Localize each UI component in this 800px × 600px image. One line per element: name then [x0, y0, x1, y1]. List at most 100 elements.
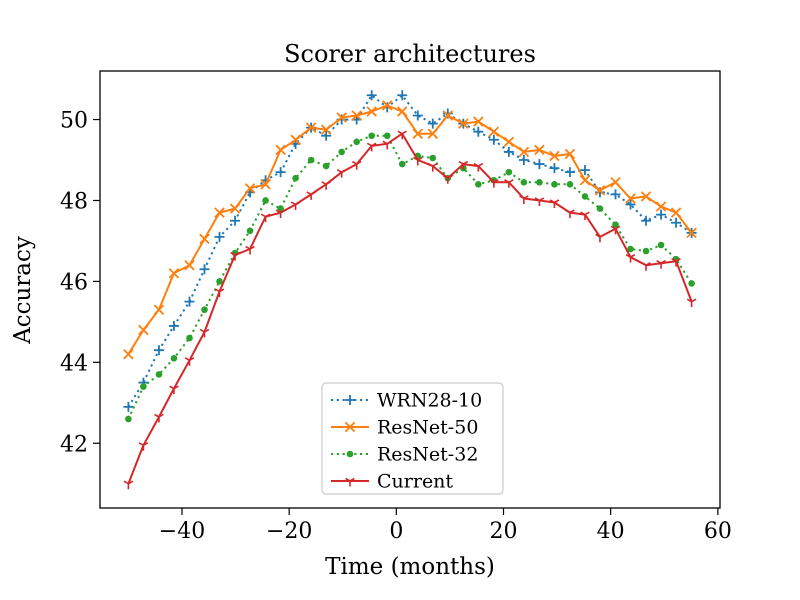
tri-down-marker-icon [504, 179, 514, 188]
tri-down-marker-icon [489, 179, 499, 188]
dot-marker-icon [262, 197, 269, 204]
legend-label: WRN28-10 [377, 390, 482, 412]
x-marker-icon [534, 144, 545, 156]
dot-marker-icon [536, 178, 543, 186]
plus-marker-icon [321, 130, 332, 141]
x-marker-icon [168, 268, 180, 279]
dot-marker-icon [688, 280, 695, 287]
plus-marker-icon [656, 209, 667, 220]
legend-item: ResNet-50 [331, 417, 478, 439]
x-tick-label: 60 [704, 519, 732, 544]
x-marker-icon [351, 110, 362, 121]
tri-down-marker-icon [245, 245, 255, 255]
dot-marker-icon [596, 205, 604, 212]
dot-marker-icon [520, 178, 528, 186]
tri-down-marker-icon [549, 199, 560, 209]
x-tick-label: 40 [597, 519, 625, 544]
plus-marker-icon [518, 155, 529, 166]
series-resnet-32 [125, 132, 695, 423]
tri-down-marker-icon [199, 328, 210, 338]
dot-marker-icon [642, 247, 650, 255]
dot-marker-icon [353, 138, 360, 146]
plus-marker-icon [671, 217, 682, 228]
x-marker-icon [381, 100, 393, 111]
plus-marker-icon [345, 395, 355, 405]
dot-marker-icon [307, 156, 315, 164]
x-marker-icon [625, 193, 636, 204]
dot-marker-icon [125, 415, 132, 423]
tri-down-marker-icon [290, 201, 301, 211]
x-tick-label: −20 [266, 519, 312, 544]
tri-down-marker-icon [580, 211, 590, 221]
tri-down-marker-icon [625, 253, 636, 263]
plus-marker-icon [534, 159, 545, 170]
dot-marker-icon [292, 174, 299, 182]
x-marker-icon [275, 144, 286, 156]
tri-down-marker-icon [397, 130, 408, 140]
plus-marker-icon [473, 126, 484, 137]
dot-marker-icon [551, 180, 558, 188]
plus-marker-icon [503, 146, 514, 157]
x-marker-icon [427, 128, 439, 139]
x-marker-icon [123, 349, 134, 360]
plus-marker-icon [610, 189, 621, 200]
x-marker-icon [229, 203, 241, 214]
tri-down-marker-icon [230, 251, 240, 261]
x-tick-label: −40 [159, 519, 205, 544]
x-marker-icon [610, 177, 621, 188]
tri-down-marker-icon [154, 413, 164, 423]
x-marker-icon [320, 124, 332, 135]
x-marker-icon [305, 122, 317, 133]
x-marker-icon [290, 134, 301, 146]
tri-down-marker-icon [595, 233, 605, 243]
tri-down-marker-icon [641, 262, 651, 271]
x-marker-icon [458, 118, 469, 129]
x-marker-icon [442, 110, 454, 121]
tri-down-marker-icon [214, 288, 225, 298]
plus-marker-icon [275, 167, 286, 178]
x-marker-icon [518, 146, 530, 158]
plus-marker-icon [564, 167, 575, 178]
y-axis-label: Accuracy [10, 236, 36, 345]
plus-marker-icon [594, 187, 605, 198]
plus-marker-icon [579, 165, 590, 176]
tri-down-marker-icon [351, 160, 362, 170]
dot-marker-icon [505, 168, 513, 176]
tri-down-marker-icon [458, 160, 469, 170]
dot-marker-icon [140, 383, 147, 390]
plus-marker-icon [199, 264, 210, 275]
tri-down-marker-icon [519, 195, 529, 204]
tri-down-marker-icon [169, 385, 179, 395]
series-resnet-50 [123, 100, 697, 360]
tri-down-marker-icon [275, 209, 286, 219]
dot-marker-icon [581, 193, 589, 200]
tri-down-marker-icon [382, 140, 393, 150]
legend-item: Current [331, 471, 453, 493]
x-marker-icon [564, 148, 576, 160]
x-tick-label: 20 [490, 519, 518, 544]
x-marker-icon [473, 116, 484, 127]
tri-down-marker-icon [427, 162, 438, 172]
plot-border [99, 70, 721, 509]
x-marker-icon [412, 128, 424, 139]
dot-marker-icon [338, 148, 345, 156]
tri-down-marker-icon [306, 191, 316, 200]
x-marker-icon [396, 106, 408, 117]
plus-marker-icon [184, 296, 195, 307]
x-marker-icon [549, 150, 560, 162]
tri-down-marker-icon [412, 156, 423, 166]
y-tick-label: 42 [60, 432, 88, 457]
x-marker-icon [199, 233, 210, 245]
x-marker-icon [640, 191, 652, 202]
x-tick-label: 0 [389, 519, 403, 544]
tri-down-marker-icon [534, 197, 545, 206]
tri-down-marker-icon [138, 442, 149, 451]
dot-marker-icon [475, 180, 482, 188]
dot-marker-icon [201, 306, 208, 314]
tri-down-marker-icon [184, 357, 195, 366]
dot-marker-icon [186, 334, 193, 342]
x-marker-icon [153, 304, 165, 315]
tri-down-marker-icon [321, 181, 331, 190]
tri-down-marker-icon [473, 162, 484, 172]
